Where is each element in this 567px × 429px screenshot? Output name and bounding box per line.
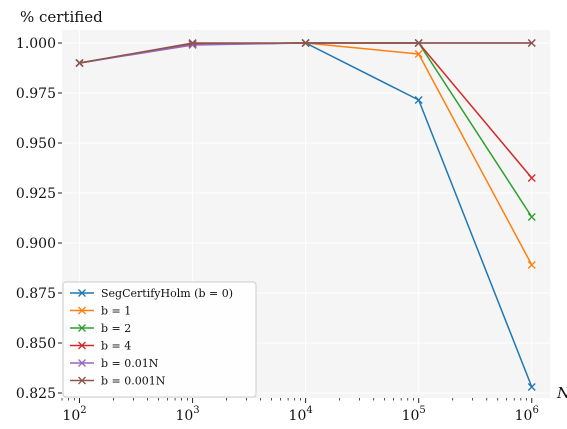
legend-item: b = 2: [70, 322, 131, 335]
data-point: [527, 383, 536, 391]
y-tick-label: 0.850: [16, 336, 56, 352]
y-tick-label: 0.875: [16, 286, 56, 302]
legend-swatch-marker: [78, 306, 86, 315]
legend-box: [62, 281, 257, 398]
data-point: [414, 50, 423, 58]
y-tick-label: 0.825: [16, 386, 56, 402]
data-point: [414, 96, 423, 104]
data-point: [527, 213, 536, 221]
y-axis-title: % certified: [20, 8, 103, 26]
x-tick-label: 106: [515, 405, 539, 424]
data-point: [188, 39, 197, 47]
data-point: [75, 59, 84, 67]
data-point: [188, 40, 197, 48]
y-tick-label: 1.000: [16, 36, 56, 52]
y-tick-label: 0.925: [16, 186, 56, 202]
legend-label: b = 2: [101, 322, 131, 335]
x-tick-label: 104: [289, 405, 313, 424]
data-point: [527, 39, 536, 47]
data-point: [527, 174, 536, 182]
legend-swatch-marker: [78, 341, 86, 350]
legend-label: b = 0.001N: [101, 375, 166, 388]
x-tick-label: 102: [62, 405, 86, 424]
series-b-0-001n: [75, 39, 536, 67]
legend-label: b = 0.01N: [101, 357, 159, 370]
x-axis: 102 103 104 105 106: [61, 398, 539, 424]
legend-item: b = 4: [70, 340, 131, 353]
x-tick-label: 105: [402, 405, 426, 424]
y-tick-label: 0.950: [16, 136, 56, 152]
legend-swatch-marker: [78, 376, 86, 385]
legend-label: SegCertifyHolm (b = 0): [101, 287, 233, 300]
legend-label: b = 4: [101, 340, 131, 353]
x-axis-title: N: [556, 384, 567, 402]
y-tick-label: 0.975: [16, 86, 56, 102]
legend-item: b = 0.01N: [70, 357, 159, 370]
legend-swatch-marker: [78, 359, 86, 367]
series-layer: [75, 39, 536, 391]
y-axis: 0.825 0.850 0.875 0.900 0.925 0.950 0.975 1.000: [16, 36, 62, 402]
legend: SegCertifyHolm (b = 0) b = 1 b = 2 b = 4 b =…: [62, 281, 257, 398]
data-point: [301, 39, 310, 47]
legend-item: b = 0.001N: [70, 375, 166, 388]
legend-item: b = 1: [70, 305, 131, 318]
legend-swatch-marker: [78, 324, 86, 332]
x-tick-label: 103: [175, 405, 199, 424]
legend-swatch-marker: [78, 289, 86, 297]
legend-item: SegCertifyHolm (b = 0): [70, 287, 233, 300]
data-point: [414, 39, 423, 47]
y-tick-label: 0.900: [16, 236, 56, 252]
data-point: [527, 261, 536, 269]
legend-label: b = 1: [101, 305, 131, 318]
